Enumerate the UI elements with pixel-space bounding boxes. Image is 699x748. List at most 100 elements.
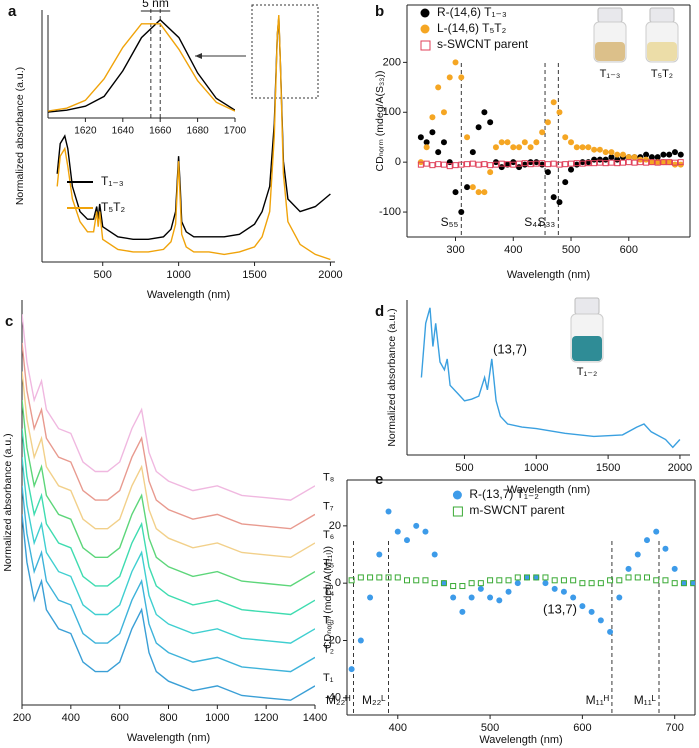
x-tick-label: 500: [481, 722, 499, 734]
point: [504, 161, 511, 168]
legend-label: T₅T₂: [101, 200, 125, 214]
point: [440, 109, 447, 116]
point: [469, 149, 476, 156]
point: [429, 114, 436, 121]
point: [662, 577, 669, 584]
point: [660, 151, 667, 158]
point: [625, 159, 632, 166]
point: [671, 149, 678, 156]
point: [505, 588, 512, 595]
annotation-label: M₁₁ᴸ: [634, 693, 656, 707]
point: [607, 577, 614, 584]
plot-area: [348, 508, 695, 673]
legend-swatch: [420, 40, 431, 51]
point: [404, 537, 410, 544]
panel-label: d: [375, 303, 384, 320]
point: [514, 580, 521, 587]
point: [562, 161, 569, 168]
point: [458, 161, 465, 168]
point: [550, 194, 557, 201]
point: [417, 161, 424, 168]
point: [643, 159, 650, 166]
point: [690, 580, 695, 587]
point: [504, 139, 511, 146]
x-tick-label: 1620: [74, 126, 97, 137]
y-tick-label: 200: [383, 56, 401, 68]
x-tick-label: 1400: [303, 712, 327, 724]
point: [504, 161, 511, 168]
point: [551, 585, 558, 592]
point: [660, 159, 667, 166]
x-axis-title: Wavelength (nm): [479, 734, 562, 746]
point: [637, 159, 644, 166]
point: [496, 577, 503, 584]
annotation-label: M₁₁ᴴ: [586, 693, 609, 707]
point: [579, 160, 586, 167]
point: [625, 574, 632, 581]
x-tick-label: 1700: [224, 126, 247, 137]
point: [423, 139, 430, 146]
vial-label: T₁₋₃: [600, 68, 621, 80]
point: [468, 580, 475, 587]
x-tick-label: 2000: [318, 269, 342, 281]
point: [620, 151, 627, 158]
point: [514, 574, 521, 581]
x-tick-label: 1200: [254, 712, 278, 724]
y-tick-label: 0: [395, 156, 401, 168]
point: [459, 608, 466, 615]
legend-swatch: [420, 24, 430, 34]
point: [644, 574, 650, 581]
point: [435, 161, 442, 168]
point: [524, 574, 530, 581]
x-tick-label: 600: [620, 244, 638, 256]
point: [579, 144, 586, 151]
point: [648, 154, 655, 161]
point: [597, 617, 604, 624]
vial: [570, 297, 604, 363]
annotation-label: S₅₅: [441, 215, 459, 229]
point: [498, 160, 505, 167]
panel-label: e: [375, 471, 383, 488]
series-label: T₁: [323, 672, 334, 684]
plot-area: [56, 14, 331, 261]
point: [544, 161, 551, 168]
line-series: [56, 14, 331, 261]
point: [585, 160, 592, 167]
point: [573, 144, 580, 151]
point: [496, 597, 503, 604]
point: [634, 574, 641, 581]
point: [680, 580, 687, 587]
point: [550, 160, 557, 167]
point: [666, 159, 673, 166]
x-tick-label: 400: [504, 244, 522, 256]
point: [510, 161, 517, 168]
point: [596, 146, 603, 153]
x-tick-label: 200: [13, 712, 31, 724]
point: [348, 577, 355, 584]
point: [376, 551, 383, 558]
point: [616, 594, 623, 601]
point: [570, 577, 577, 584]
point: [527, 144, 534, 151]
point: [542, 574, 549, 581]
point: [475, 161, 482, 168]
point: [481, 109, 488, 116]
panel-label: c: [5, 313, 13, 330]
annotation-label: M₂₂ᴴ: [326, 693, 350, 707]
x-tick-label: 500: [94, 269, 112, 281]
x-tick-label: 1640: [112, 126, 135, 137]
y-tick-label: 100: [383, 106, 401, 118]
vial-label: T₁₋₂: [577, 366, 598, 378]
point: [568, 139, 575, 146]
point: [614, 151, 621, 158]
point: [521, 160, 528, 167]
point: [477, 585, 484, 592]
point: [431, 551, 438, 558]
point: [516, 164, 523, 171]
line-series: [22, 428, 315, 616]
point: [568, 166, 575, 173]
point: [492, 144, 499, 151]
point: [510, 144, 517, 151]
point: [516, 160, 523, 167]
point: [556, 199, 563, 206]
